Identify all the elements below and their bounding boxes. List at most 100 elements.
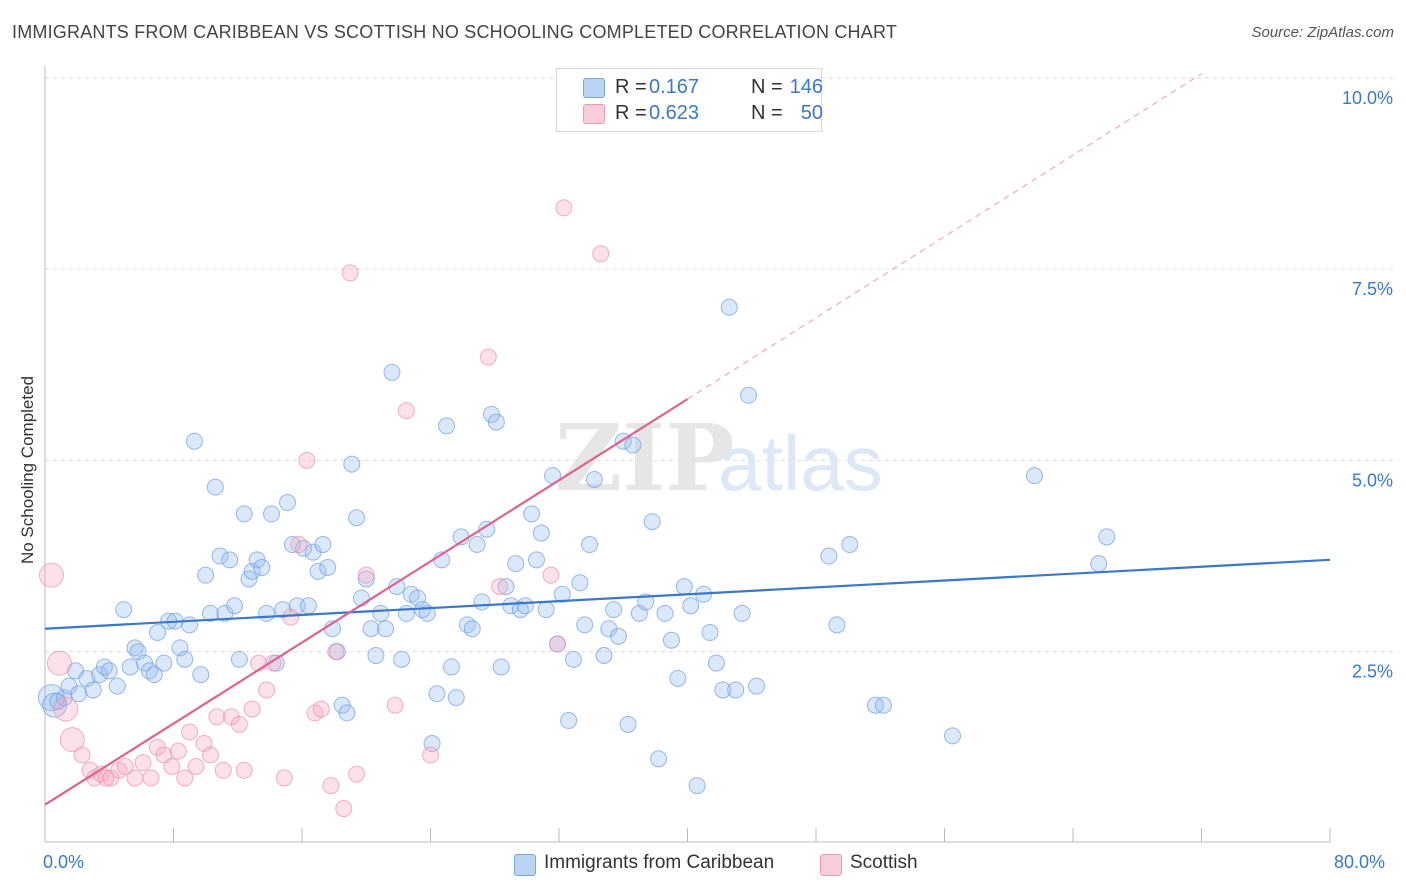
scottish-point [214,761,232,779]
scottish-point [422,746,439,764]
legend-r-value: 0.167 [649,76,700,98]
scottish-point [142,769,160,787]
scottish-point [134,754,152,772]
scottish-point [335,800,353,818]
scottish-point [126,769,144,787]
scottish-point [479,348,497,366]
correlation-legend: R = 0.167 N = 146 R = 0.623 N = 50 [556,68,823,132]
caribbean-point [338,704,356,722]
caribbean-point [688,777,706,795]
trend-lines [44,73,1331,806]
caribbean-point [393,650,411,668]
x-tick-min: 0.0% [43,852,85,872]
caribbean-point [253,558,271,576]
caribbean-point [206,478,224,496]
caribbean-point [299,597,317,615]
caribbean-point [442,658,460,676]
caribbean-point [197,566,215,584]
caribbean-point [155,654,173,672]
caribbean-point [662,631,680,649]
scottish-point [397,402,415,420]
legend-n-value: 50 [800,102,823,124]
legend-n-value: 146 [789,76,823,98]
scottish-point [243,700,261,718]
source-label: Source: ZipAtlas.com [1251,24,1394,41]
caribbean-point [235,505,253,523]
caribbean-point [720,298,738,316]
caribbean-point [560,712,578,730]
caribbean-point [727,681,745,699]
caribbean-point [473,593,491,611]
axes [44,66,1331,843]
scottish-point [116,757,134,775]
scottish-point [491,578,509,596]
caribbean-point [226,597,244,615]
legend-r-label: R = [615,76,647,98]
caribbean-point [221,551,239,569]
caribbean-point [820,547,838,565]
legend-r-value: 0.623 [649,102,700,124]
caribbean-point [733,604,751,622]
caribbean-point [571,574,589,592]
caribbean-point [201,604,219,622]
caribbean-point [701,624,719,642]
bottom-legend-label: Immigrants from Caribbean [544,852,775,873]
caribbean-point [148,624,166,642]
caribbean-point [492,658,510,676]
legend-swatch-caribbean [583,78,605,98]
caribbean-point [669,669,687,687]
caribbean-point [362,620,380,638]
scottish-point [327,643,345,661]
caribbean-point [468,536,486,554]
bottom-legend-label: Scottish [850,852,918,873]
scottish-point [53,696,79,722]
scottish-point [348,765,366,783]
legend-r-label: R = [615,102,647,124]
caribbean-point [576,616,594,634]
caribbean-point [367,647,385,665]
caribbean-point [714,681,732,699]
caribbean-point [748,677,766,695]
watermark-zip: ZIP [555,404,734,512]
caribbean-point [675,578,693,596]
scottish-point [322,777,340,795]
caribbean-point [176,650,194,668]
scottish-point [208,708,226,726]
caribbean-point [478,520,496,538]
caribbean-point [377,620,395,638]
scottish-point [201,746,219,764]
watermark-atlas: atlas [718,419,883,507]
scottish-point [97,769,115,787]
y-tick-label: 5.0% [1352,470,1393,490]
y-tick-label: 7.5% [1352,279,1393,299]
caribbean-point [428,685,446,703]
scottish-point [386,696,404,714]
caribbean-point [100,662,118,680]
caribbean-point [585,470,603,488]
y-tick-label: 2.5% [1352,662,1393,682]
caribbean-point [181,616,199,634]
caribbean-point [828,616,846,634]
scottish-point [290,536,308,554]
caribbean-point [108,677,126,695]
caribbean-point [309,562,327,580]
caribbean-point [314,536,332,554]
caribbean-point [1025,467,1043,485]
caribbean-point [279,493,297,511]
scottish-point [548,635,566,653]
caribbean-point [1090,555,1108,573]
scottish-point [187,757,205,775]
caribbean-point [532,524,550,542]
scottish-point [181,723,199,741]
legend-n-label: N = [751,102,783,124]
caribbean-point [637,593,655,611]
caribbean-point [605,601,623,619]
scottish-point [341,264,359,282]
scottish-point [592,245,610,263]
caribbean-point [211,547,229,565]
scottish-point [169,742,187,760]
y-axis-label: No Schooling Completed [18,375,37,565]
series-caribbean-points [37,298,1116,795]
caribbean-point [357,570,375,588]
caribbean-point [595,647,613,665]
